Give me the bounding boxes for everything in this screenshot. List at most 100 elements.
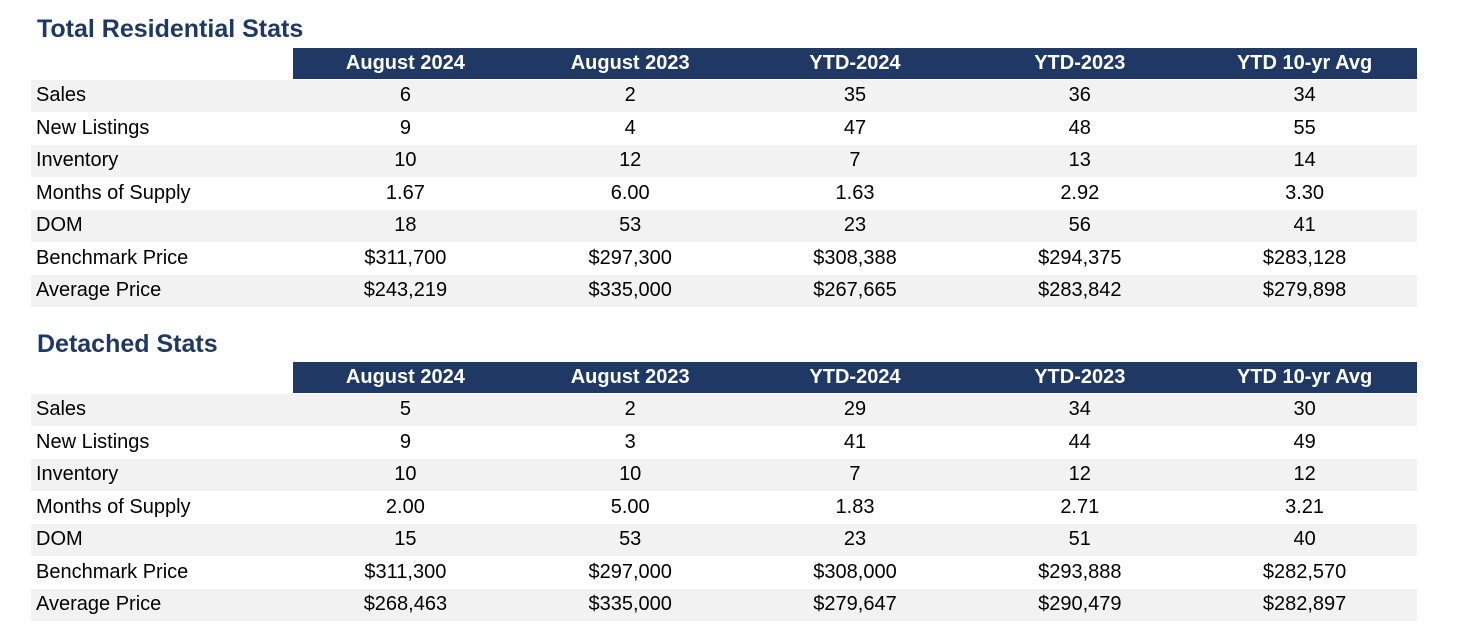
table-row: Benchmark Price $311,300 $297,000 $308,000 $… [31,555,1417,589]
column-header: August 2024 [293,362,518,394]
table-cell: $335,000 [517,588,743,621]
table-cell: 40 [1192,523,1417,556]
table-cell: 48 [967,111,1193,145]
row-label: New Listings [31,425,293,459]
table-cell: 34 [1192,79,1417,112]
table-header-row: August 2024 August 2023 YTD-2024 YTD-2023 YT… [31,48,1417,80]
table-cell: 3.30 [1192,176,1417,210]
table-cell: 41 [1192,209,1417,242]
row-label: DOM [31,523,293,556]
table-cell: 1.83 [742,490,968,524]
row-label: Benchmark Price [31,241,293,275]
table-cell: 23 [742,209,968,242]
table-row: Months of Supply 2.00 5.00 1.83 2.71 3.21 [31,490,1417,524]
row-label: Months of Supply [31,176,293,210]
table-cell: 10 [293,458,518,491]
table-cell: 12 [517,144,743,177]
table-cell: $283,842 [967,274,1193,307]
row-label: Inventory [31,144,293,177]
table-cell: 14 [1192,144,1417,177]
total-residential-title: Total Residential Stats [37,15,304,43]
column-header: YTD-2024 [742,48,968,80]
row-label: Average Price [31,274,293,307]
table-cell: 3 [517,425,743,459]
table-cell: 12 [1192,458,1417,491]
table-row: Benchmark Price $311,700 $297,300 $308,388 $… [31,241,1417,275]
table-cell: 4 [517,111,743,145]
table-row: New Listings 9 3 41 44 49 [31,425,1417,459]
column-header: YTD-2023 [967,362,1193,394]
table-cell: 2.92 [967,176,1193,210]
table-cell: $267,665 [742,274,968,307]
table-cell: 5.00 [517,490,743,524]
table-cell: 18 [293,209,518,242]
row-label: Sales [31,79,293,112]
table-cell: 56 [967,209,1193,242]
row-label: Inventory [31,458,293,491]
table-cell: 53 [517,523,743,556]
table-cell: 36 [967,79,1193,112]
table-cell: $293,888 [967,555,1193,589]
column-header: August 2024 [293,48,518,80]
column-header: YTD-2023 [967,48,1193,80]
table-cell: $279,898 [1192,274,1417,307]
table-row: DOM 15 53 23 51 40 [31,523,1417,556]
header-corner [31,362,293,394]
row-label: New Listings [31,111,293,145]
table-cell: $282,570 [1192,555,1417,589]
table-cell: 30 [1192,393,1417,426]
column-header: August 2023 [517,48,743,80]
row-label: Months of Supply [31,490,293,524]
table-cell: 2.00 [293,490,518,524]
table-cell: 41 [742,425,968,459]
table-cell: $308,388 [742,241,968,275]
table-cell: 44 [967,425,1193,459]
column-header: YTD 10-yr Avg [1192,362,1417,394]
table-cell: 5 [293,393,518,426]
table-cell: 55 [1192,111,1417,145]
table-cell: 6 [293,79,518,112]
detached-table: August 2024 August 2023 YTD-2024 YTD-2023 YT… [31,362,1417,621]
column-header: August 2023 [517,362,743,394]
table-cell: 7 [742,144,968,177]
table-cell: 49 [1192,425,1417,459]
row-label: Benchmark Price [31,555,293,589]
table-cell: $335,000 [517,274,743,307]
table-row: Inventory 10 10 7 12 12 [31,458,1417,491]
table-cell: 1.67 [293,176,518,210]
table-cell: 2.71 [967,490,1193,524]
table-cell: 15 [293,523,518,556]
table-cell: 1.63 [742,176,968,210]
table-cell: 10 [517,458,743,491]
table-cell: 53 [517,209,743,242]
row-label: DOM [31,209,293,242]
detached-title: Detached Stats [37,330,218,358]
table-cell: 12 [967,458,1193,491]
table-header-row: August 2024 August 2023 YTD-2024 YTD-2023 YT… [31,362,1417,394]
table-row: Sales 6 2 35 36 34 [31,79,1417,112]
table-cell: 35 [742,79,968,112]
table-row: Sales 5 2 29 34 30 [31,393,1417,426]
table-cell: $283,128 [1192,241,1417,275]
table-row: Average Price $268,463 $335,000 $279,647 $29… [31,588,1417,621]
table-row: Months of Supply 1.67 6.00 1.63 2.92 3.30 [31,176,1417,210]
column-header: YTD-2024 [742,362,968,394]
table-cell: 2 [517,79,743,112]
table-cell: 9 [293,425,518,459]
table-cell: 23 [742,523,968,556]
table-cell: 7 [742,458,968,491]
table-cell: $290,479 [967,588,1193,621]
row-label: Average Price [31,588,293,621]
table-row: New Listings 9 4 47 48 55 [31,111,1417,145]
row-label: Sales [31,393,293,426]
table-cell: 6.00 [517,176,743,210]
table-cell: 29 [742,393,968,426]
table-cell: $308,000 [742,555,968,589]
table-cell: 3.21 [1192,490,1417,524]
table-cell: 51 [967,523,1193,556]
total-residential-table: August 2024 August 2023 YTD-2024 YTD-2023 YT… [31,48,1417,307]
table-row: Inventory 10 12 7 13 14 [31,144,1417,177]
table-cell: $294,375 [967,241,1193,275]
table-cell: $297,000 [517,555,743,589]
table-cell: 10 [293,144,518,177]
